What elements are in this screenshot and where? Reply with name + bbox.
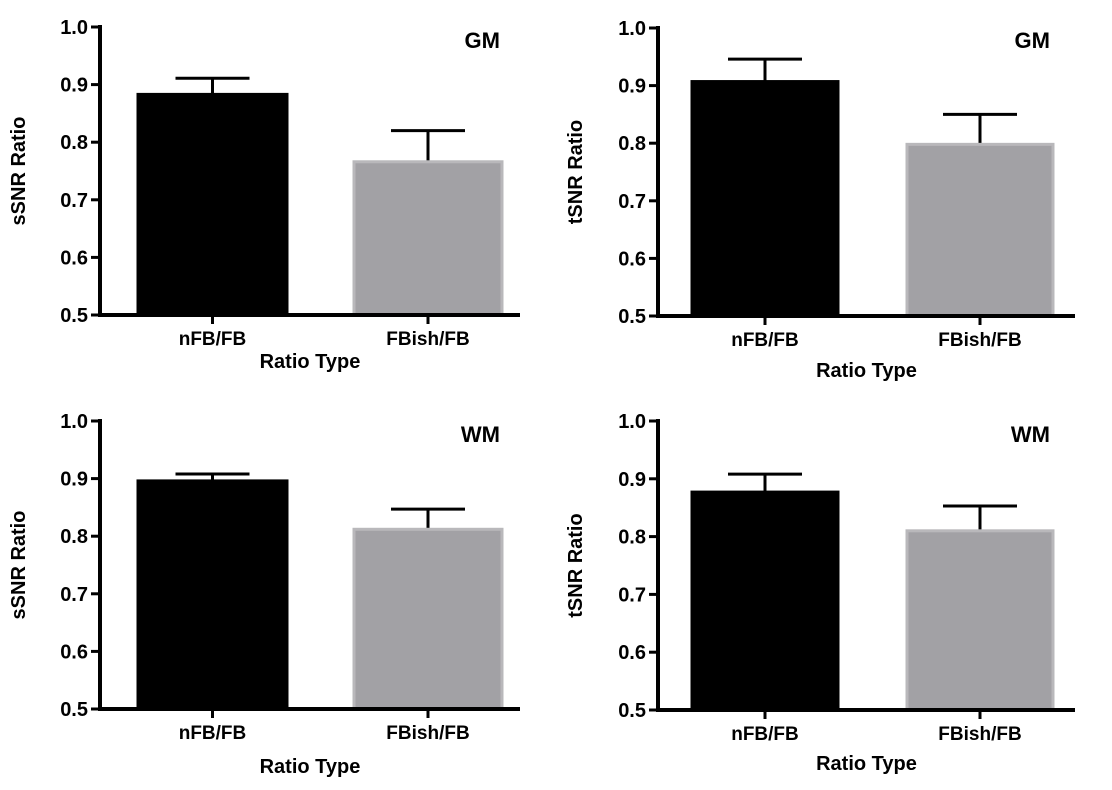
y-tick-label: 1.0 xyxy=(60,17,88,39)
y-axis-label: sSNR Ratio xyxy=(8,511,30,620)
y-tick-label: 0.9 xyxy=(618,76,646,98)
y-tick-label: 0.7 xyxy=(618,584,646,606)
y-tick-label: 0.9 xyxy=(60,469,88,491)
panel-title: GM xyxy=(465,28,500,53)
y-tick-label: 0.8 xyxy=(618,527,646,549)
y-tick-label: 0.6 xyxy=(618,248,646,270)
y-axis-label: tSNR Ratio xyxy=(565,120,587,224)
y-tick-label: 0.5 xyxy=(60,699,88,721)
chart-panel-4: nFB/FB FBish/FB 0.5 0.6 0.7 0.8 0.9 1.0 WM Ratio … xyxy=(565,411,1075,775)
y-tick-label: 0.7 xyxy=(60,190,88,212)
chart-panel-2: nFB/FB FBish/FB 0.5 0.6 0.7 0.8 0.9 1.0 GM Ratio … xyxy=(565,18,1075,382)
y-tick-label: 0.5 xyxy=(618,700,646,722)
y-tick-label: 0.6 xyxy=(618,642,646,664)
y-tick-label: 0.7 xyxy=(60,584,88,606)
bar-fbish-fb xyxy=(352,160,504,317)
x-tick-label: FBish/FB xyxy=(386,723,469,744)
y-axis-label: tSNR Ratio xyxy=(565,513,587,617)
x-axis-label: Ratio Type xyxy=(260,351,361,373)
bar-fbish-fb xyxy=(905,529,1055,712)
x-tick-label: FBish/FB xyxy=(938,330,1021,351)
x-tick-label: nFB/FB xyxy=(731,330,799,351)
bar-fbish-fb xyxy=(905,142,1055,318)
y-tick-label: 1.0 xyxy=(618,18,646,40)
y-tick-label: 0.9 xyxy=(618,469,646,491)
y-tick-label: 0.8 xyxy=(618,133,646,155)
y-tick-label: 0.6 xyxy=(60,641,88,663)
y-axis-label: sSNR Ratio xyxy=(8,117,30,226)
x-tick-label: nFB/FB xyxy=(731,724,799,745)
chart-panel-1: nFB/FB FBish/FB 0.5 0.6 0.7 0.8 0.9 1.0 GM Ratio … xyxy=(8,17,520,373)
bar-nfb-fb xyxy=(136,92,289,317)
x-tick-label: nFB/FB xyxy=(179,329,247,350)
y-tick-label: 0.9 xyxy=(60,75,88,97)
x-axis-label: Ratio Type xyxy=(260,756,361,778)
panel-title: WM xyxy=(461,422,500,447)
y-tick-label: 1.0 xyxy=(60,411,88,433)
x-tick-label: nFB/FB xyxy=(179,723,247,744)
y-tick-label: 0.8 xyxy=(60,132,88,154)
y-tick-label: 0.6 xyxy=(60,247,88,269)
panel-title: WM xyxy=(1011,422,1050,447)
panel-title: GM xyxy=(1015,28,1050,53)
bar-nfb-fb xyxy=(136,479,289,711)
bar-fbish-fb xyxy=(352,527,504,711)
y-tick-label: 0.5 xyxy=(60,305,88,327)
bar-nfb-fb xyxy=(690,80,840,318)
bar-nfb-fb xyxy=(690,490,840,712)
y-tick-label: 0.5 xyxy=(618,306,646,328)
x-tick-label: FBish/FB xyxy=(938,724,1021,745)
y-tick-label: 1.0 xyxy=(618,411,646,433)
y-tick-label: 0.8 xyxy=(60,526,88,548)
x-tick-label: FBish/FB xyxy=(386,329,469,350)
x-axis-label: Ratio Type xyxy=(816,360,917,382)
chart-panel-3: nFB/FB FBish/FB 0.5 0.6 0.7 0.8 0.9 1.0 WM Ratio … xyxy=(8,411,520,778)
x-axis-label: Ratio Type xyxy=(816,753,917,775)
y-tick-label: 0.7 xyxy=(618,191,646,213)
